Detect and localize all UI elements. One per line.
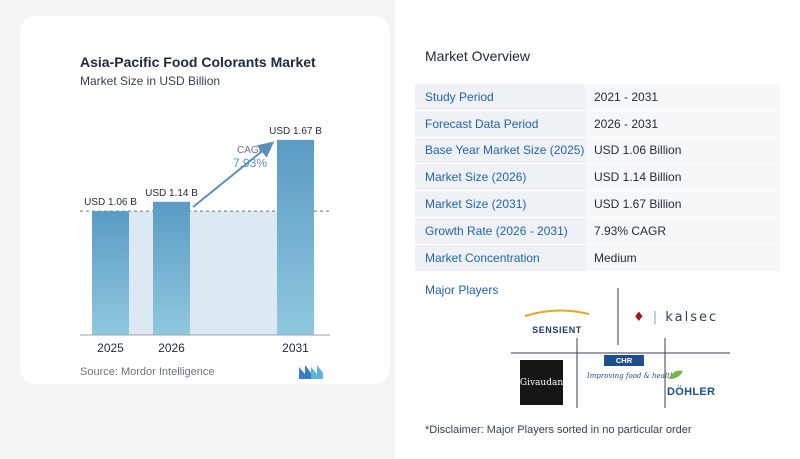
table-row: Base Year Market Size (2025) USD 1.06 Bi…: [415, 137, 780, 165]
row-value: USD 1.14 Billion: [585, 164, 780, 191]
cagr-arrow: [192, 141, 275, 208]
row-value: USD 1.67 Billion: [585, 191, 780, 217]
value-label-2025: USD 1.06 B: [84, 197, 137, 208]
bar-2026: [153, 201, 190, 335]
bar-2031: [277, 139, 314, 335]
table-row: Forecast Data Period 2026 - 2031: [415, 110, 780, 138]
row-value: Medium: [585, 244, 780, 271]
row-label: Forecast Data Period: [415, 110, 585, 137]
major-players-title: Major Players: [425, 283, 499, 297]
row-label: Market Concentration: [415, 244, 585, 271]
x-tick-label-2025: 2025: [97, 341, 124, 355]
sensient-logo: SENSIENT: [511, 305, 603, 335]
bar-2025: [92, 211, 129, 335]
kalsec-wordmark: kalsec: [665, 310, 719, 325]
overview-title: Market Overview: [425, 48, 531, 64]
chr-hansen-wordmark: CHR HANSEN: [604, 355, 644, 376]
kalsec-flame-icon: ♦: [633, 310, 647, 325]
source-text: Source: Mordor Intelligence: [80, 366, 215, 378]
cagr-value: 7.93%: [233, 156, 267, 170]
chart-card: Asia-Pacific Food Colorants Market Marke…: [20, 16, 390, 384]
row-label: Base Year Market Size (2025): [415, 137, 585, 164]
bar-chart: USD 1.06 B 2025 USD 1.14 B 2026 USD 1.67 B 20…: [80, 126, 330, 355]
row-label: Study Period: [415, 84, 585, 110]
base-year-area: [129, 211, 277, 335]
overview-table: Study Period 2021 - 2031 Forecast Data P…: [415, 84, 780, 272]
row-value: USD 1.06 Billion: [585, 137, 780, 164]
row-value: 2026 - 2031: [585, 110, 780, 137]
mordor-logo-icon: [299, 365, 323, 379]
table-row: Market Size (2026) USD 1.14 Billion: [415, 164, 780, 192]
dohler-leaf-icon: [669, 370, 683, 379]
value-label-2031: USD 1.67 B: [269, 126, 322, 137]
givaudan-logo: Givaudan: [520, 360, 563, 405]
table-row: Growth Rate (2026 - 2031) 7.93% CAGR: [415, 217, 780, 245]
x-tick-label-2031: 2031: [282, 341, 309, 355]
sensient-swoosh-icon: [524, 309, 590, 317]
row-value: 7.93% CAGR: [585, 217, 780, 244]
table-row: Market Size (2031) USD 1.67 Billion: [415, 191, 780, 218]
row-label: Market Size (2026): [415, 164, 585, 191]
sensient-wordmark: SENSIENT: [532, 325, 582, 335]
chr-hansen-logo: CHR HANSEN Improving food & health: [587, 355, 675, 380]
kalsec-logo: ♦ | kalsec: [633, 310, 719, 325]
row-label: Growth Rate (2026 - 2031): [415, 217, 585, 244]
market-overview-panel: Market Overview Study Period 2021 - 2031…: [395, 0, 800, 459]
givaudan-wordmark: Givaudan: [519, 377, 564, 388]
chr-hansen-tagline: Improving food & health: [587, 372, 675, 380]
row-value: 2021 - 2031: [585, 84, 780, 110]
row-label: Market Size (2031): [415, 191, 585, 217]
table-row: Market Concentration Medium: [415, 244, 780, 272]
chart-title: Asia-Pacific Food Colorants Market: [80, 54, 316, 70]
table-row: Study Period 2021 - 2031: [415, 84, 780, 111]
disclaimer: *Disclaimer: Major Players sorted in no …: [425, 424, 692, 436]
dohler-wordmark: DÖHLER: [667, 386, 716, 398]
dohler-logo: DÖHLER: [667, 368, 727, 398]
cagr-label: CAGR: [237, 145, 266, 156]
x-tick-label-2026: 2026: [158, 341, 185, 355]
value-label-2026: USD 1.14 B: [145, 188, 198, 199]
chart-subtitle: Market Size in USD Billion: [80, 74, 221, 88]
